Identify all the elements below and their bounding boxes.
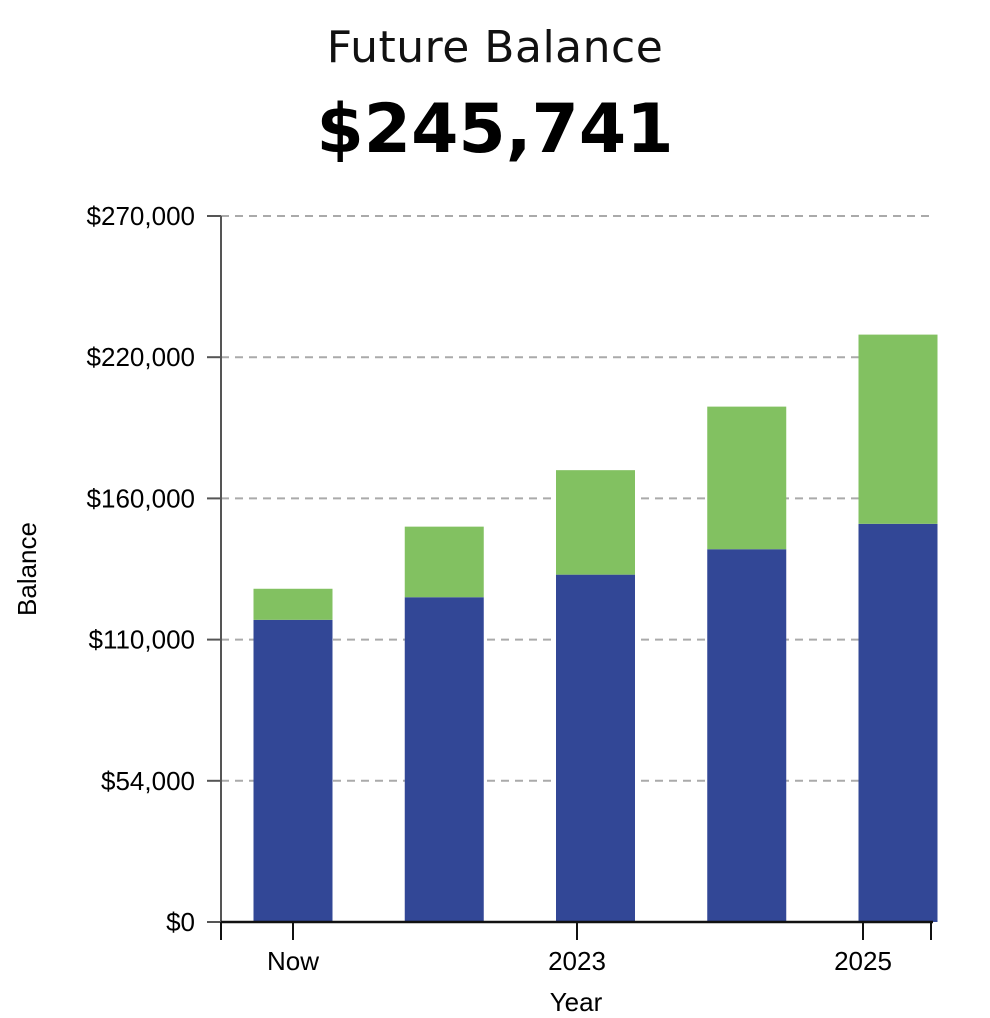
x-tick-label: 2025 xyxy=(834,946,892,976)
y-tick-label: $110,000 xyxy=(88,625,195,655)
x-tick-labels: Now 2023 2025 xyxy=(220,922,932,976)
y-tick-label: $0 xyxy=(166,907,195,937)
future-balance-total: $245,741 xyxy=(316,90,674,169)
x-tick-label: Now xyxy=(267,946,319,976)
bars xyxy=(253,334,938,922)
bar-segment-base xyxy=(253,619,333,922)
y-tick-labels: $0 $54,000 $110,000 $160,000 $220,000 $270,00… xyxy=(87,201,221,937)
bar-segment-growth xyxy=(404,526,484,598)
bar-segment-growth xyxy=(858,334,938,524)
bar-segment-growth xyxy=(707,406,787,550)
bar-segment-base xyxy=(556,574,635,922)
y-tick-label: $160,000 xyxy=(87,483,195,513)
bar-segment-base xyxy=(707,549,787,922)
y-tick-label: $54,000 xyxy=(101,766,195,796)
chart-title: Future Balance xyxy=(326,22,664,73)
x-axis-title: Year xyxy=(550,987,603,1017)
y-axis-title: Balance xyxy=(12,522,42,616)
y-tick-label: $220,000 xyxy=(87,342,195,372)
bar-segment-base xyxy=(858,523,938,922)
x-tick-label: 2023 xyxy=(548,946,606,976)
bar-segment-growth xyxy=(556,470,635,575)
bar-segment-growth xyxy=(253,588,333,620)
bar-segment-base xyxy=(404,597,484,922)
y-tick-label: $270,000 xyxy=(87,201,195,231)
